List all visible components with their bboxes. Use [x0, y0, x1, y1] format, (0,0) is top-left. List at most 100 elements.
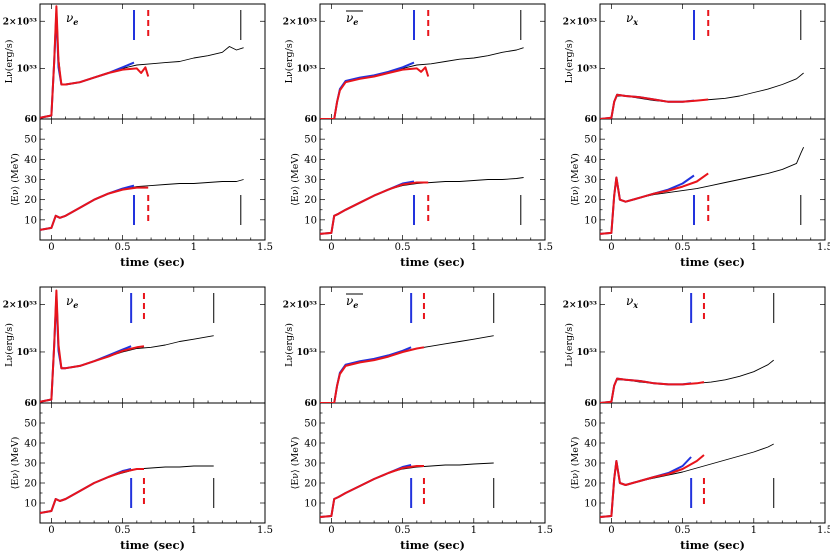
panel-r1-c1: 0 0.5 1 1.5 10 20 30 40 50 2×10⁵³ 10⁵³ 60 Lν(erg/s) ⟨…	[283, 286, 553, 552]
luminosity-axis-title: Lν(erg/s)	[564, 323, 575, 367]
lum-tick-label: 2×10⁵³	[283, 300, 317, 310]
lum-tick-label: 10⁵³	[577, 64, 597, 74]
energy-axes	[599, 118, 826, 241]
energy-tick-label: 10	[584, 215, 597, 226]
lum-series-blue	[320, 346, 412, 403]
energy-tick-label: 40	[304, 155, 317, 166]
x-tick-label: 1.5	[537, 242, 553, 253]
x-tick-label: 0	[608, 525, 614, 536]
energy-axes	[319, 118, 546, 241]
x-tick-label: 0	[608, 242, 614, 253]
x-tick-label: 0	[48, 242, 54, 253]
x-tick-label: 0	[328, 525, 334, 536]
energy-tick-label: 40	[584, 439, 597, 450]
lum-tick-label: 2×10⁵³	[563, 300, 597, 310]
lum-series-black	[600, 359, 774, 403]
panel-r0-c2: 0 0.5 1 1.5 10 20 30 40 50 2×10⁵³ 10⁵³ 60 Lν(erg/s) ⟨…	[563, 3, 830, 269]
x-tick-label: 1.5	[817, 525, 830, 536]
luminosity-axis-title: Lν(erg/s)	[4, 40, 15, 84]
luminosity-axis-title: Lν(erg/s)	[284, 40, 295, 84]
lum-tick-label: 10⁵³	[297, 64, 317, 74]
energy-tick-label: 40	[24, 439, 37, 450]
energy-tick-label: 10	[304, 215, 317, 226]
energy-series-red	[600, 454, 705, 518]
energy-tick-label: 10	[24, 499, 37, 510]
energy-axis-title: ⟨Eν⟩ (MeV)	[570, 437, 581, 490]
x-tick-label: 0.5	[675, 525, 691, 536]
energy-tick-label: 50	[24, 419, 37, 430]
lum-series-red	[600, 93, 709, 119]
lum-series-red	[320, 66, 430, 119]
lum-series-red	[600, 377, 705, 403]
flavor-label-1-0: νe	[66, 294, 78, 310]
x-axis-title: time (sec)	[400, 255, 465, 269]
lum-tick-label: 2×10⁵³	[3, 300, 37, 310]
x-axis-title: time (sec)	[400, 538, 465, 552]
energy-tick-label: 50	[304, 419, 317, 430]
flavor-label-1-1: νe	[346, 294, 358, 310]
energy-tick-label: 40	[584, 155, 597, 166]
x-axis-title: time (sec)	[680, 255, 745, 269]
lum-tick-label: 2×10⁵³	[283, 17, 317, 27]
energy-series-black	[600, 147, 805, 235]
lum-tick-label: 10⁵³	[577, 348, 597, 358]
x-tick-label: 1	[751, 525, 757, 536]
lum-series-black	[40, 9, 244, 119]
luminosity-axis-title: Lν(erg/s)	[564, 40, 575, 84]
energy-tick-label: 30	[304, 459, 317, 470]
panel-r1-c0: 0 0.5 1 1.5 10 20 30 40 50 2×10⁵³ 10⁵³ 60 Lν(erg/s) ⟨…	[3, 286, 273, 552]
x-tick-label: 0	[48, 525, 54, 536]
energy-axes	[39, 402, 266, 524]
lum-tick-label: 60	[24, 399, 37, 409]
energy-axes	[39, 118, 266, 241]
energy-tick-label: 50	[304, 135, 317, 146]
energy-tick-label: 50	[584, 135, 597, 146]
flavor-label-0-1: νe	[346, 11, 358, 27]
energy-axes	[599, 402, 826, 524]
energy-axis-title: ⟨Eν⟩ (MeV)	[290, 437, 301, 490]
energy-axis-title: ⟨Eν⟩ (MeV)	[10, 437, 21, 490]
energy-tick-label: 40	[24, 155, 37, 166]
lum-tick-label: 2×10⁵³	[563, 17, 597, 27]
x-tick-label: 1.5	[537, 525, 553, 536]
energy-axis-title: ⟨Eν⟩ (MeV)	[10, 153, 21, 206]
x-tick-label: 1	[751, 242, 757, 253]
energy-series-red	[320, 181, 429, 235]
x-tick-label: 0.5	[115, 242, 131, 253]
energy-tick-label: 20	[24, 195, 37, 206]
energy-tick-label: 20	[304, 195, 317, 206]
x-tick-label: 1.5	[257, 525, 273, 536]
energy-tick-label: 20	[24, 479, 37, 490]
luminosity-axis-title: Lν(erg/s)	[4, 323, 15, 367]
luminosity-axis-title: Lν(erg/s)	[284, 323, 295, 367]
x-tick-label: 0.5	[395, 525, 411, 536]
lum-tick-label: 10⁵³	[17, 64, 37, 74]
energy-tick-label: 30	[24, 459, 37, 470]
energy-axis-title: ⟨Eν⟩ (MeV)	[570, 153, 581, 206]
x-tick-label: 1.5	[817, 242, 830, 253]
lum-tick-label: 60	[584, 115, 597, 125]
lum-tick-label: 60	[304, 115, 317, 125]
energy-axis-title: ⟨Eν⟩ (MeV)	[290, 153, 301, 206]
x-axis-title: time (sec)	[680, 538, 745, 552]
energy-tick-label: 40	[304, 439, 317, 450]
panel-r0-c0: 0 0.5 1 1.5 10 20 30 40 50 2×10⁵³ 10⁵³ 60 Lν(erg/s) ⟨…	[3, 3, 273, 269]
x-tick-label: 1	[191, 242, 197, 253]
energy-series-black	[40, 465, 214, 514]
energy-axes	[319, 402, 546, 524]
panel-r0-c1: 0 0.5 1 1.5 10 20 30 40 50 2×10⁵³ 10⁵³ 60 Lν(erg/s) ⟨…	[283, 3, 553, 269]
x-tick-label: 0.5	[675, 242, 691, 253]
lum-series-black	[320, 335, 494, 403]
x-axis-title: time (sec)	[120, 255, 185, 269]
lum-tick-label: 10⁵³	[17, 348, 37, 358]
flavor-label-0-0: νe	[66, 11, 78, 27]
flavor-label-0-2: νx	[626, 11, 638, 27]
lum-tick-label: 60	[584, 399, 597, 409]
x-tick-label: 1	[191, 525, 197, 536]
lum-series-red	[40, 289, 145, 403]
lum-tick-label: 60	[24, 115, 37, 125]
lum-tick-label: 10⁵³	[297, 348, 317, 358]
energy-tick-label: 20	[584, 195, 597, 206]
energy-series-red	[40, 468, 144, 514]
